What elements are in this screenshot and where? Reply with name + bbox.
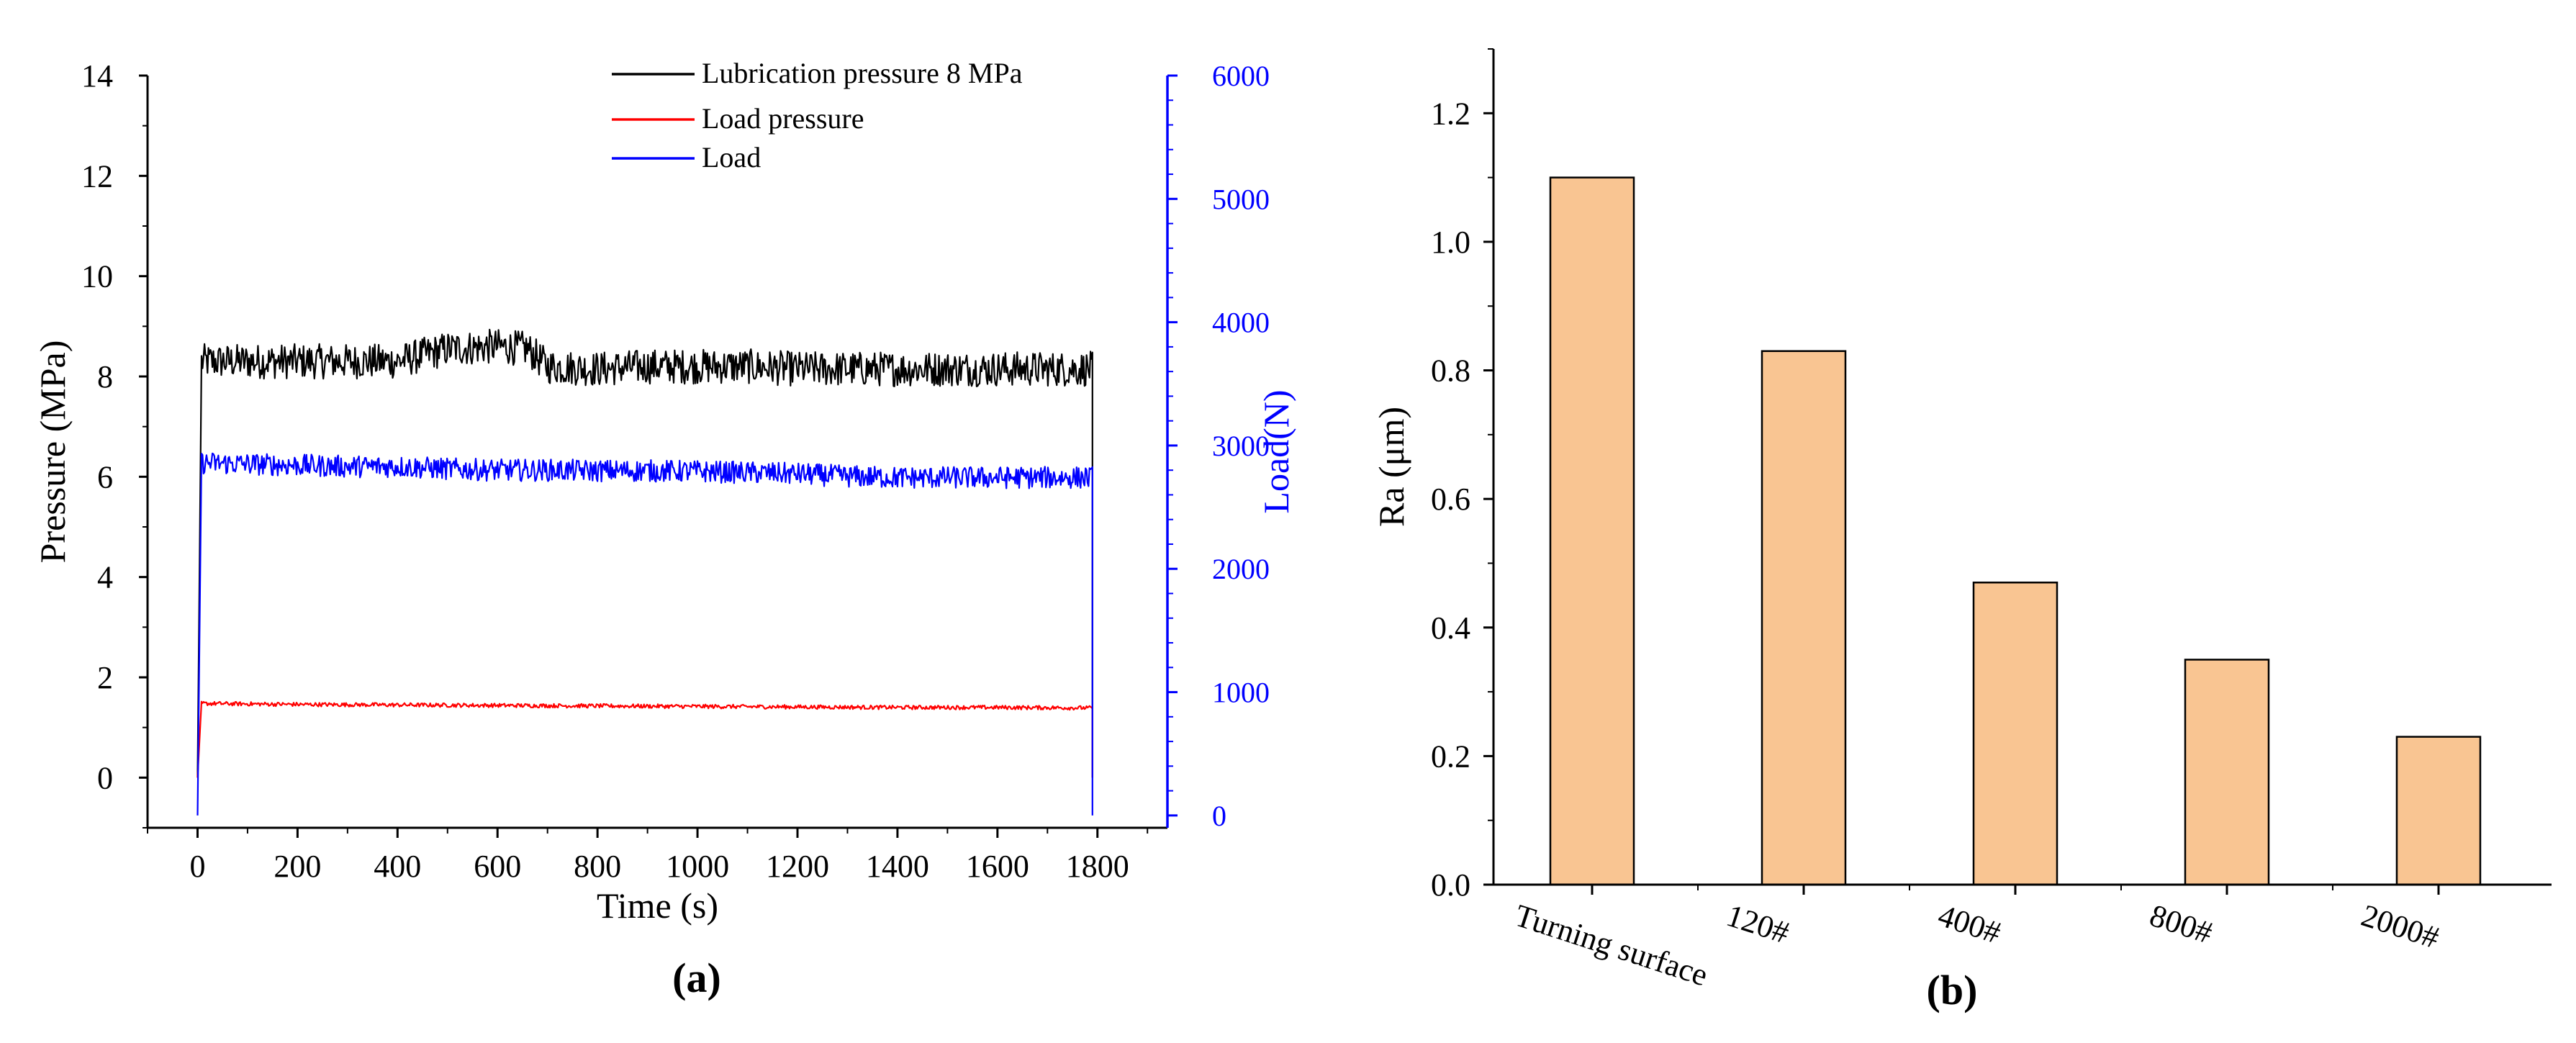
x-tick-label-200: 200 xyxy=(274,849,321,884)
x-tick-label-400: 400 xyxy=(374,849,421,884)
x-tick-label-0: 0 xyxy=(189,849,205,884)
b-x-tick-label-2: 400# xyxy=(1934,898,2005,951)
x-tick-label-1400: 1400 xyxy=(866,849,929,884)
y-tick-label-10: 10 xyxy=(81,259,113,294)
b-y-tick-label-0.2: 0.2 xyxy=(1431,739,1470,774)
b-y-tick-label-0.6: 0.6 xyxy=(1431,482,1470,517)
bar-120- xyxy=(1761,350,1847,886)
y2-tick-label-1000: 1000 xyxy=(1212,677,1270,709)
chart-a: 0 2 4 6 8 10 12 14 0 200 400 600 800 1000 1200 1400 1600… xyxy=(32,57,1296,1001)
x-axis-title: Time (s) xyxy=(597,885,718,926)
y2-tick-label-5000: 5000 xyxy=(1212,183,1270,215)
y-tick-label-2: 2 xyxy=(97,660,113,695)
x-tick-label-1200: 1200 xyxy=(766,849,829,884)
series-line-load xyxy=(196,452,1093,816)
b-y-tick-label-1.0: 1.0 xyxy=(1431,225,1470,260)
series-line-lubrication-pressure-8-mpa xyxy=(196,328,1093,778)
legend-label-0: Lubrication pressure 8 MPa xyxy=(702,57,1023,89)
b-y-axis-title: Ra (μm) xyxy=(1371,407,1411,527)
y2-tick-label-3000: 3000 xyxy=(1212,430,1270,462)
bar-turning-surface xyxy=(1549,176,1635,886)
b-x-tick-label-3: 800# xyxy=(2146,898,2217,951)
panel-label-b: (b) xyxy=(1927,967,1978,1013)
x-tick-label-600: 600 xyxy=(474,849,521,884)
b-y-tick-label-0.0: 0.0 xyxy=(1431,867,1470,903)
b-y-tick-label-0.8: 0.8 xyxy=(1431,353,1470,389)
bar-400- xyxy=(1972,582,2058,886)
y2-tick-label-0: 0 xyxy=(1212,800,1226,832)
y-tick-label-4: 4 xyxy=(97,560,113,595)
y2-axis-title: Load(N) xyxy=(1256,389,1296,513)
y2-tick-label-2000: 2000 xyxy=(1212,553,1270,585)
y-tick-label-14: 14 xyxy=(81,58,113,94)
x-tick-label-800: 800 xyxy=(574,849,621,884)
y-axis-title: Pressure (MPa) xyxy=(32,340,73,564)
b-x-tick-label-1: 120# xyxy=(1722,898,1794,951)
x-tick-label-1600: 1600 xyxy=(966,849,1029,884)
b-y-tick-label-1.2: 1.2 xyxy=(1431,96,1470,131)
bar-2000- xyxy=(2395,736,2482,886)
b-y-tick-label-0.4: 0.4 xyxy=(1431,610,1470,646)
b-x-tick-label-4: 2000# xyxy=(2357,898,2444,956)
y-tick-label-6: 6 xyxy=(97,459,113,495)
y-tick-label-0: 0 xyxy=(97,760,113,795)
legend-label-1: Load pressure xyxy=(702,102,864,135)
y-tick-label-12: 12 xyxy=(81,158,113,194)
b-x-tick-label-0: Turning surface xyxy=(1511,898,1712,993)
chart-b: 0.0 0.2 0.4 0.6 0.8 1.0 1.2 Turning surface 120#… xyxy=(1371,48,2552,1013)
x-tick-label-1800: 1800 xyxy=(1066,849,1129,884)
y2-tick-label-6000: 6000 xyxy=(1212,60,1270,92)
y2-tick-label-4000: 4000 xyxy=(1212,307,1270,339)
y-tick-label-8: 8 xyxy=(97,359,113,394)
panel-label-a: (a) xyxy=(672,954,721,1001)
bar-800- xyxy=(2184,659,2270,886)
series-line-load-pressure xyxy=(196,700,1093,778)
x-tick-label-1000: 1000 xyxy=(666,849,729,884)
legend-label-2: Load xyxy=(702,141,761,173)
